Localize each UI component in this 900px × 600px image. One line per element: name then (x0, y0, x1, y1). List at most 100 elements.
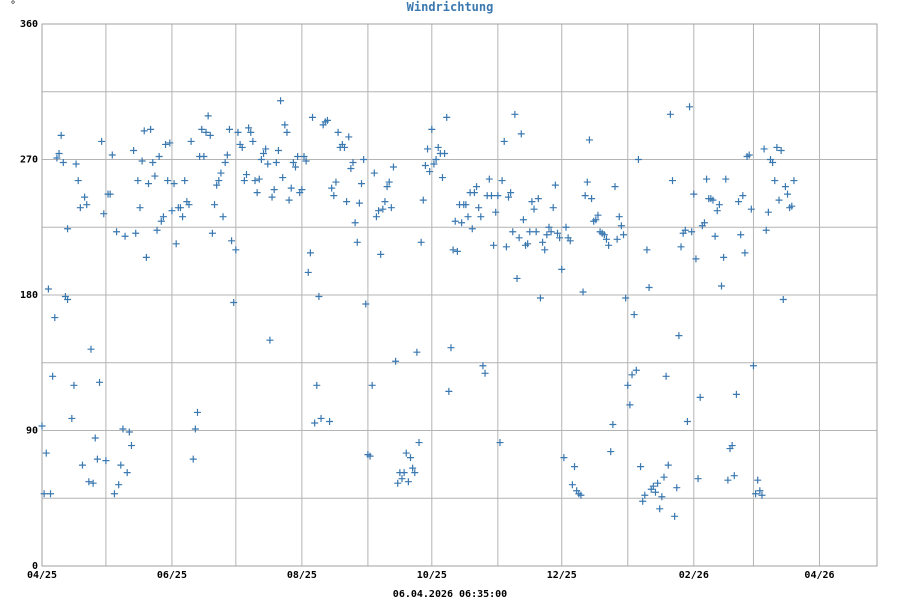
data-point (632, 366, 640, 374)
y-tick-label: 0 (32, 561, 38, 572)
data-point (677, 243, 685, 251)
data-point (577, 491, 585, 499)
data-point (172, 240, 180, 248)
data-point (788, 202, 796, 210)
data-point (747, 205, 755, 213)
data-point (91, 434, 99, 442)
data-point (387, 204, 395, 212)
data-point (166, 139, 174, 147)
data-point (119, 425, 127, 433)
data-point (57, 131, 65, 139)
data-point (398, 475, 406, 483)
data-point (415, 439, 423, 447)
data-point (385, 178, 393, 186)
data-point (40, 490, 48, 498)
data-point (81, 193, 89, 201)
data-point (230, 299, 238, 307)
data-point (511, 110, 519, 118)
data-point (330, 192, 338, 200)
data-point (756, 487, 764, 495)
data-point (443, 113, 451, 121)
data-point (289, 159, 297, 167)
data-point (547, 228, 555, 236)
x-axis: 04/25 06/25 08/25 10/25 12/25 02/26 04/26 (27, 570, 835, 581)
y-tick-label: 270 (20, 155, 38, 166)
data-point (453, 247, 461, 255)
y-axis: 0 90 180 270 360 (20, 19, 38, 572)
data-point (421, 162, 429, 170)
data-point (517, 130, 525, 138)
data-point (571, 463, 579, 471)
data-point (762, 226, 770, 234)
data-point (681, 226, 689, 234)
data-point (51, 314, 59, 322)
data-point (737, 231, 745, 239)
data-point (560, 454, 568, 462)
data-point (532, 228, 540, 236)
data-point (541, 246, 549, 254)
data-point (264, 160, 272, 168)
data-point (89, 479, 97, 487)
data-point (223, 151, 231, 159)
data-point (142, 253, 150, 261)
data-point (125, 428, 133, 436)
data-point (157, 217, 165, 225)
data-point (83, 201, 91, 209)
data-point (507, 189, 515, 197)
data-point (198, 125, 206, 133)
data-point (283, 128, 291, 136)
data-point (260, 149, 268, 157)
data-point (498, 177, 506, 185)
data-point (475, 204, 483, 212)
data-point (777, 146, 785, 154)
x-tick-label: 08/25 (287, 570, 317, 581)
data-point (617, 222, 625, 230)
data-point (481, 369, 489, 377)
data-point (277, 97, 285, 105)
data-point (185, 201, 193, 209)
chart-title: Windrichtung (407, 0, 494, 14)
data-point (394, 479, 402, 487)
data-point (639, 497, 647, 505)
data-point (615, 213, 623, 221)
data-point (579, 288, 587, 296)
data-point (102, 457, 110, 465)
data-point (389, 163, 397, 171)
data-point (272, 159, 280, 167)
data-point (202, 128, 210, 136)
grid (41, 23, 877, 567)
data-point (353, 238, 361, 246)
data-point (602, 235, 610, 243)
data-point (110, 490, 118, 498)
data-point (268, 193, 276, 201)
data-point (568, 481, 576, 489)
data-point (262, 145, 270, 153)
data-point (370, 169, 378, 177)
data-point (494, 192, 502, 200)
data-point (147, 125, 155, 133)
data-point (362, 300, 370, 308)
data-point (351, 219, 359, 227)
data-point (543, 231, 551, 239)
data-point (711, 232, 719, 240)
data-point (545, 223, 553, 231)
data-point (115, 481, 123, 489)
data-point (153, 226, 161, 234)
data-point (485, 175, 493, 183)
data-point (179, 213, 187, 221)
data-point (304, 268, 312, 276)
data-point (464, 213, 472, 221)
x-tick-label: 02/26 (679, 570, 709, 581)
data-point (228, 237, 236, 245)
data-point (159, 213, 167, 221)
data-point (728, 442, 736, 450)
data-point (392, 357, 400, 365)
data-point (651, 488, 659, 496)
data-point (551, 181, 559, 189)
data-point (760, 145, 768, 153)
data-point (745, 151, 753, 159)
data-point (424, 145, 432, 153)
data-point (87, 345, 95, 353)
y-tick-label: 180 (20, 290, 38, 301)
data-point (270, 186, 278, 194)
